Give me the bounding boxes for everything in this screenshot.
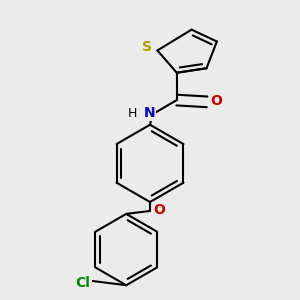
Text: N: N xyxy=(144,106,155,120)
Text: Cl: Cl xyxy=(76,276,91,290)
Text: S: S xyxy=(142,40,152,55)
Text: H: H xyxy=(128,107,137,120)
Text: O: O xyxy=(211,94,223,108)
Text: O: O xyxy=(154,203,165,217)
